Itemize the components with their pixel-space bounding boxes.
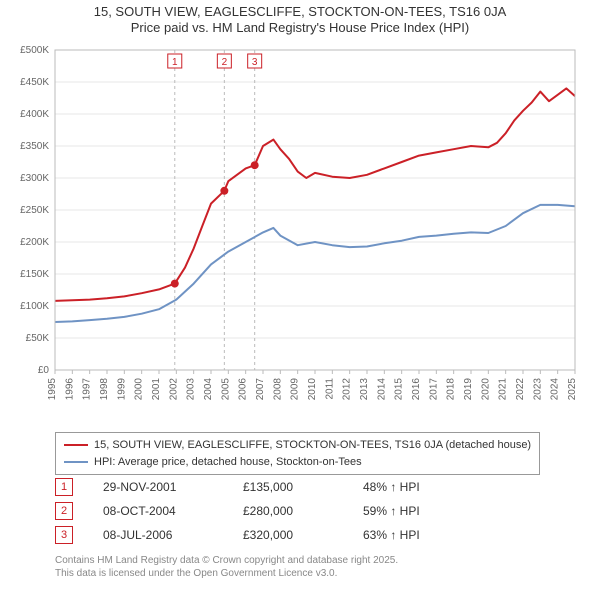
sale-price: £280,000 xyxy=(243,504,363,518)
legend-label: 15, SOUTH VIEW, EAGLESCLIFFE, STOCKTON-O… xyxy=(94,437,531,454)
x-tick-label: 1999 xyxy=(116,378,127,401)
x-tick-label: 1997 xyxy=(82,378,93,401)
legend-swatch xyxy=(64,444,88,446)
x-tick-label: 2000 xyxy=(134,378,145,401)
x-tick-label: 2014 xyxy=(376,378,387,401)
legend-row: 15, SOUTH VIEW, EAGLESCLIFFE, STOCKTON-O… xyxy=(64,437,531,454)
x-tick-label: 2020 xyxy=(480,378,491,401)
x-tick-label: 2003 xyxy=(186,378,197,401)
sale-row: 2 08-OCT-2004£280,00059% ↑ HPI xyxy=(55,502,483,520)
sale-marker-dot xyxy=(251,161,259,169)
x-tick-label: 2008 xyxy=(272,378,283,401)
sale-price: £135,000 xyxy=(243,480,363,494)
sale-marker-num: 1 xyxy=(172,57,178,68)
x-tick-label: 2013 xyxy=(359,378,370,401)
x-tick-label: 2019 xyxy=(463,378,474,401)
x-tick-label: 1995 xyxy=(47,378,58,401)
y-tick-label: £150K xyxy=(20,269,49,280)
y-tick-label: £350K xyxy=(20,141,49,152)
legend-label: HPI: Average price, detached house, Stoc… xyxy=(94,454,362,471)
x-tick-label: 2017 xyxy=(428,378,439,401)
x-tick-label: 2009 xyxy=(290,378,301,401)
x-tick-label: 2023 xyxy=(532,378,543,401)
sale-date: 08-OCT-2004 xyxy=(103,504,243,518)
y-tick-label: £300K xyxy=(20,173,49,184)
x-tick-label: 2021 xyxy=(498,378,509,401)
footer-line2: This data is licensed under the Open Gov… xyxy=(55,567,398,580)
sale-pct: 63% ↑ HPI xyxy=(363,528,483,542)
sale-marker-num: 3 xyxy=(252,57,258,68)
y-tick-label: £50K xyxy=(26,333,50,344)
x-tick-label: 2024 xyxy=(550,378,561,401)
x-tick-label: 2018 xyxy=(446,378,457,401)
y-tick-label: £500K xyxy=(20,45,49,56)
sale-marker-dot xyxy=(171,280,179,288)
price-chart-svg: £0 £50K £100K £150K £200K £250K £300K £350K £400… xyxy=(0,40,600,420)
legend-swatch xyxy=(64,461,88,463)
sale-price: £320,000 xyxy=(243,528,363,542)
legend-row: HPI: Average price, detached house, Stoc… xyxy=(64,454,531,471)
x-tick-label: 2022 xyxy=(515,378,526,401)
footer-line1: Contains HM Land Registry data © Crown c… xyxy=(55,554,398,567)
title-subtitle: Price paid vs. HM Land Registry's House … xyxy=(0,20,600,36)
x-tick-label: 2011 xyxy=(324,378,335,400)
sale-date: 29-NOV-2001 xyxy=(103,480,243,494)
legend: 15, SOUTH VIEW, EAGLESCLIFFE, STOCKTON-O… xyxy=(55,432,540,475)
x-tick-label: 1998 xyxy=(99,378,110,401)
y-tick-label: £0 xyxy=(38,365,50,376)
sale-marker-dot xyxy=(220,187,228,195)
y-tick-label: £400K xyxy=(20,109,49,120)
y-tick-label: £200K xyxy=(20,237,49,248)
sale-pct: 59% ↑ HPI xyxy=(363,504,483,518)
sale-row: 3 08-JUL-2006£320,00063% ↑ HPI xyxy=(55,526,483,544)
x-tick-label: 2007 xyxy=(255,378,266,401)
y-tick-label: £250K xyxy=(20,205,49,216)
sales-table: 1 29-NOV-2001£135,00048% ↑ HPI 2 08-OCT-200… xyxy=(55,478,483,550)
x-tick-label: 2004 xyxy=(203,378,214,401)
x-tick-label: 2006 xyxy=(238,378,249,401)
x-tick-label: 2016 xyxy=(411,378,422,401)
sale-row: 1 29-NOV-2001£135,00048% ↑ HPI xyxy=(55,478,483,496)
x-tick-label: 2001 xyxy=(151,378,162,401)
y-tick-label: £100K xyxy=(20,301,49,312)
sale-marker-num: 2 xyxy=(222,57,228,68)
footer-attribution: Contains HM Land Registry data © Crown c… xyxy=(55,554,398,580)
x-tick-label: 2025 xyxy=(567,378,578,401)
sale-num-box: 1 xyxy=(55,478,73,496)
title-address: 15, SOUTH VIEW, EAGLESCLIFFE, STOCKTON-O… xyxy=(0,4,600,20)
chart-area: £0 £50K £100K £150K £200K £250K £300K £350K £400… xyxy=(0,40,600,420)
x-tick-label: 2005 xyxy=(220,378,231,401)
sale-num-box: 2 xyxy=(55,502,73,520)
x-tick-label: 2010 xyxy=(307,378,318,401)
x-tick-label: 2012 xyxy=(342,378,353,401)
x-tick-label: 1996 xyxy=(64,378,75,401)
chart-titles: 15, SOUTH VIEW, EAGLESCLIFFE, STOCKTON-O… xyxy=(0,0,600,37)
sale-pct: 48% ↑ HPI xyxy=(363,480,483,494)
y-tick-label: £450K xyxy=(20,77,49,88)
sale-date: 08-JUL-2006 xyxy=(103,528,243,542)
x-tick-label: 2002 xyxy=(168,378,179,401)
sale-num-box: 3 xyxy=(55,526,73,544)
x-tick-label: 2015 xyxy=(394,378,405,401)
